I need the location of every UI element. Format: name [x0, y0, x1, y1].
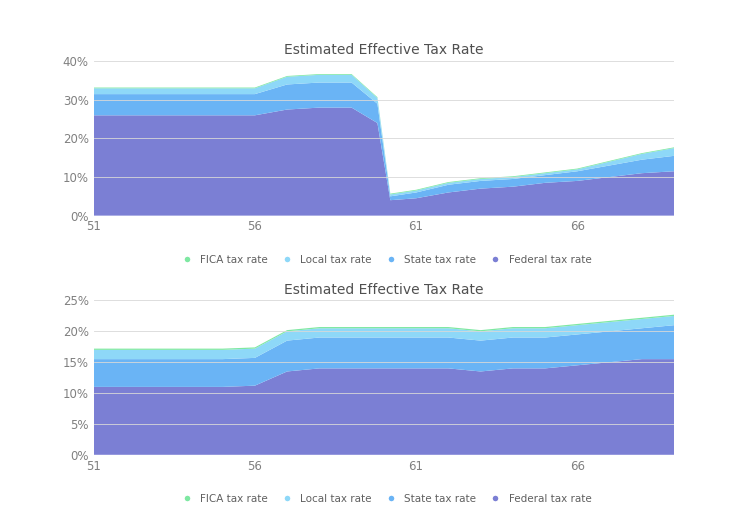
Legend: FICA tax rate, Local tax rate, State tax rate, Federal tax rate: FICA tax rate, Local tax rate, State tax…: [172, 490, 595, 508]
Title: Estimated Effective Tax Rate: Estimated Effective Tax Rate: [284, 43, 484, 57]
Legend: FICA tax rate, Local tax rate, State tax rate, Federal tax rate: FICA tax rate, Local tax rate, State tax…: [172, 251, 595, 269]
Title: Estimated Effective Tax Rate: Estimated Effective Tax Rate: [284, 283, 484, 296]
